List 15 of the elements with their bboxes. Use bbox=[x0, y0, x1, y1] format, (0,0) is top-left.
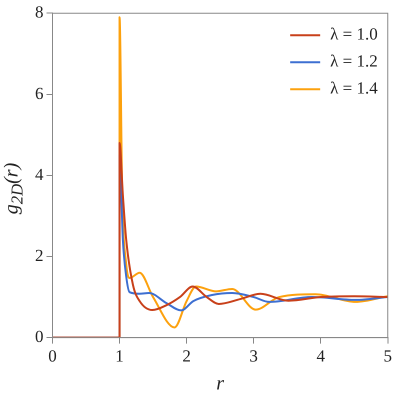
legend-label: λ = 1.2 bbox=[330, 52, 378, 71]
x-tick-label: 2 bbox=[182, 346, 191, 366]
y-tick-label: 0 bbox=[35, 327, 44, 346]
y-tick-label: 4 bbox=[35, 164, 44, 184]
legend-label: λ = 1.0 bbox=[330, 24, 378, 44]
x-tick-label: 1 bbox=[115, 346, 124, 366]
x-axis-title: r bbox=[216, 372, 224, 394]
y-tick-label: 2 bbox=[35, 246, 44, 265]
x-tick-label: 3 bbox=[249, 346, 258, 366]
x-tick-label: 5 bbox=[384, 346, 392, 366]
legend-label: λ = 1.4 bbox=[330, 78, 378, 98]
y-tick-label: 8 bbox=[35, 2, 44, 22]
y-tick-label: 6 bbox=[35, 84, 44, 103]
x-tick-label: 0 bbox=[48, 346, 57, 366]
x-tick-label: 4 bbox=[316, 346, 326, 366]
